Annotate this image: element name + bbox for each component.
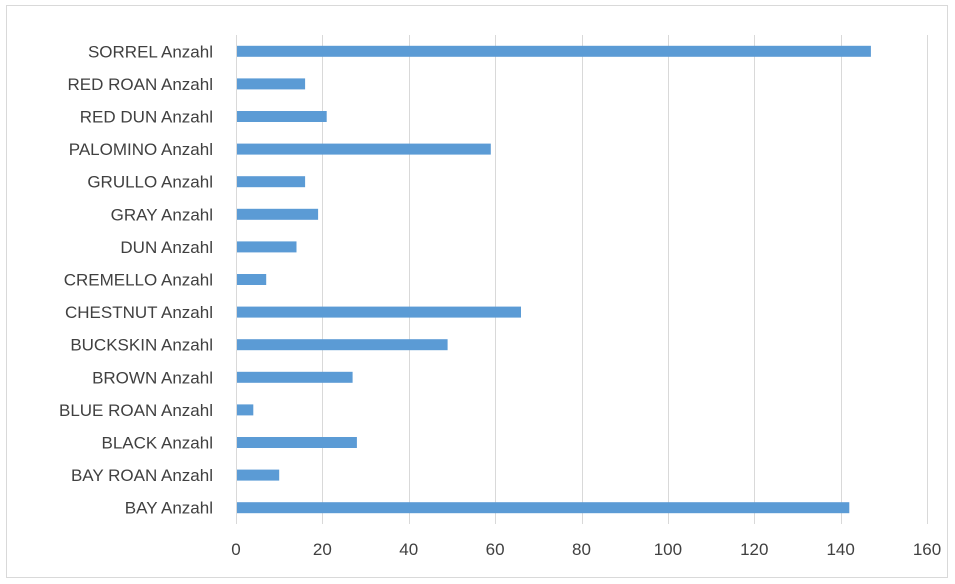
- category-label: RED ROAN Anzahl: [68, 75, 214, 94]
- x-tick-labels: 0 20 40 60 80 100 120 140 160: [231, 540, 941, 559]
- gridlines: [236, 35, 928, 524]
- category-label: GRULLO Anzahl: [87, 173, 213, 192]
- category-label: BUCKSKIN Anzahl: [70, 336, 213, 355]
- bars: [237, 45, 871, 514]
- x-tick-label: 0: [231, 540, 240, 559]
- category-label: BROWN Anzahl: [92, 368, 213, 387]
- category-label: BAY ROAN Anzahl: [71, 466, 213, 485]
- x-tick-label: 60: [486, 540, 505, 559]
- bar-chestnut-anzahl: [237, 306, 521, 318]
- bar-buckskin-anzahl: [237, 339, 448, 351]
- x-tick-label: 40: [399, 540, 418, 559]
- category-label: GRAY Anzahl: [111, 205, 213, 224]
- category-label: RED DUN Anzahl: [80, 108, 213, 127]
- x-tick-label: 100: [654, 540, 682, 559]
- category-label: CREMELLO Anzahl: [64, 271, 213, 290]
- x-tick-label: 120: [740, 540, 768, 559]
- bar-bay-anzahl: [237, 502, 850, 514]
- bar-dun-anzahl: [237, 241, 297, 253]
- bar-sorrel-anzahl: [237, 45, 871, 57]
- bar-bay-roan-anzahl: [237, 469, 280, 481]
- chart-frame: [6, 5, 948, 578]
- category-label: BAY Anzahl: [125, 499, 213, 518]
- category-label: BLACK Anzahl: [101, 434, 213, 453]
- category-label: BLUE ROAN Anzahl: [59, 401, 213, 420]
- bar-black-anzahl: [237, 437, 357, 448]
- bar-grullo-anzahl: [237, 176, 306, 188]
- x-tick-label: 80: [572, 540, 591, 559]
- bar-cremello-anzahl: [237, 274, 267, 285]
- x-tick-label: 160: [913, 540, 941, 559]
- x-tick-label: 140: [826, 540, 854, 559]
- bar-palomino-anzahl: [237, 143, 491, 155]
- bar-gray-anzahl: [237, 208, 319, 220]
- x-tick-label: 20: [313, 540, 332, 559]
- category-label: PALOMINO Anzahl: [69, 140, 213, 159]
- category-labels: BAY Anzahl BAY ROAN Anzahl BLACK Anzahl BLU…: [59, 42, 213, 517]
- category-label: DUN Anzahl: [120, 238, 213, 257]
- category-label: CHESTNUT Anzahl: [65, 303, 213, 322]
- category-label: SORREL Anzahl: [88, 42, 213, 61]
- bar-red-roan-anzahl: [237, 78, 306, 90]
- bar-red-dun-anzahl: [237, 111, 327, 122]
- bar-brown-anzahl: [237, 371, 353, 383]
- bar-blue-roan-anzahl: [237, 404, 254, 416]
